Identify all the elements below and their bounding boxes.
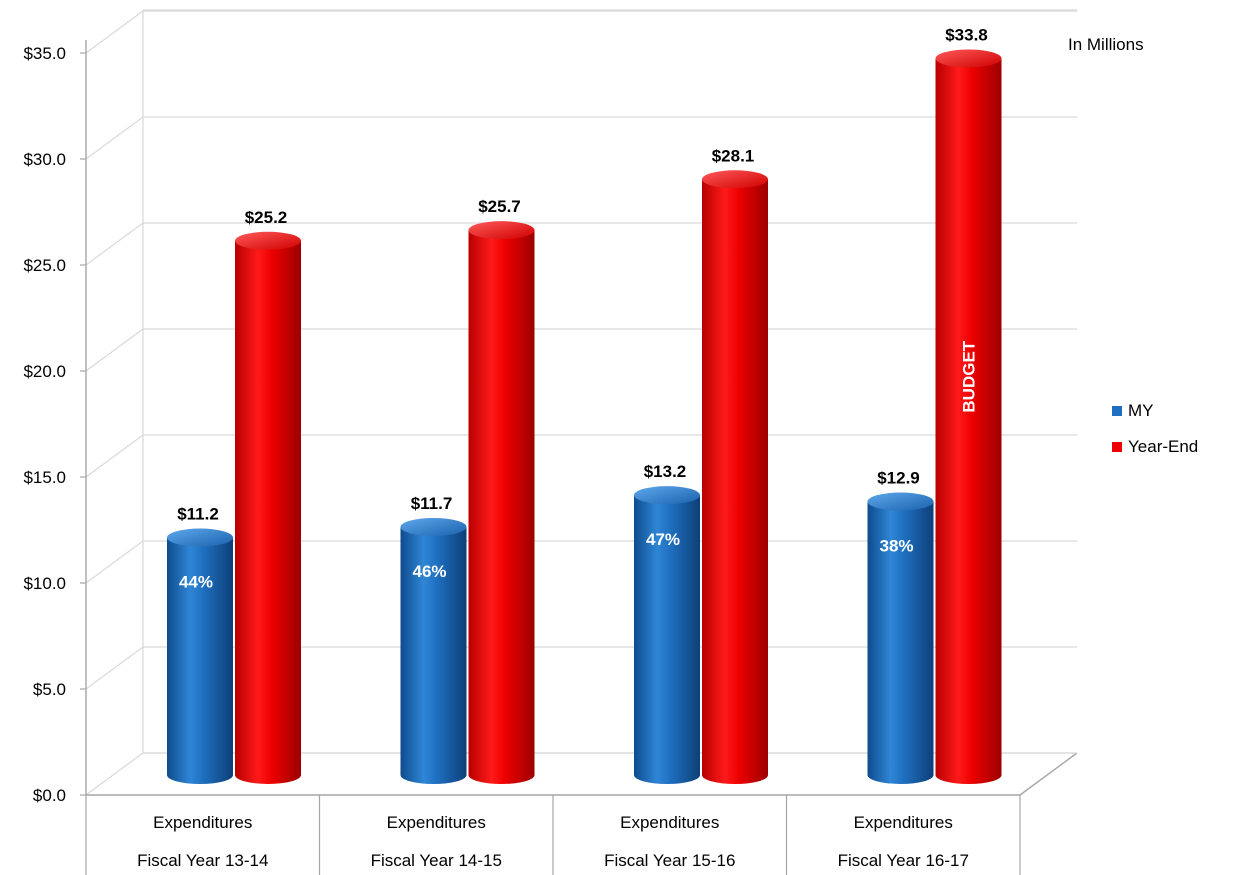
bar-my-1 [167,528,233,784]
legend-swatch [1112,406,1122,416]
bar-top [400,517,467,536]
category-label-line1: Expenditures [387,813,486,832]
gridline-side [85,222,144,266]
bar-top [468,221,535,240]
legend-label: MY [1128,401,1154,420]
gridline-side [85,10,144,54]
category-label-line2: Fiscal Year 13-14 [137,851,268,870]
category-label-line2: Fiscal Year 14-15 [371,851,502,870]
bar-my-3 [634,486,700,784]
bar-body [634,495,700,784]
gridline-side [85,116,144,160]
gridline-side [85,540,144,584]
units-note: In Millions [1068,35,1144,54]
percent-label: 38% [879,537,913,556]
data-label: $13.2 [644,462,687,481]
gridline-side [85,646,144,690]
percent-label: 44% [179,573,213,592]
percent-label: 46% [412,562,446,581]
budget-label: BUDGET [960,340,979,412]
data-label: $25.2 [245,208,288,227]
y-tick-label: $30.0 [23,150,66,169]
gridline-side [85,434,144,478]
data-label: $33.8 [945,25,988,44]
category-label-line2: Fiscal Year 16-17 [838,851,969,870]
category-label-line1: Expenditures [854,813,953,832]
bar-body [468,230,535,784]
y-tick-label: $5.0 [33,680,66,699]
gridline-side [85,752,144,796]
bar-top [235,231,301,250]
legend: MY Year-End [1112,401,1198,456]
y-tick-label: $20.0 [23,362,66,381]
bar-top [702,170,768,189]
bar-body [400,526,467,784]
y-tick-label: $10.0 [23,574,66,593]
data-label: $25.7 [478,197,521,216]
y-tick-label: $35.0 [23,44,66,63]
data-labels: $11.2 44% $25.2 $11.7 46% $25.7 $13.2 47% $28.1 $… [177,25,988,591]
bar-yearend-4 [935,49,1002,784]
bar-body [167,537,233,784]
data-label: $11.2 [177,505,219,524]
category-label-line1: Expenditures [153,813,252,832]
bar-body [867,501,934,784]
percent-label: 47% [646,530,680,549]
y-axis: $0.0 $5.0 $10.0 $15.0 $20.0 $25.0 $30.0 $35.0 [23,44,86,805]
y-tick-label: $25.0 [23,256,66,275]
bar-body [702,179,768,784]
category-label-line2: Fiscal Year 15-16 [604,851,735,870]
bar-my-4 [867,492,934,784]
bar-my-2 [400,517,467,784]
bar-top [167,528,233,547]
legend-swatch [1112,442,1122,452]
data-label: $11.7 [411,494,453,513]
bar-body [235,240,301,784]
y-tick-label: $0.0 [33,786,66,805]
bar-body [935,58,1002,784]
data-label: $28.1 [712,146,755,165]
data-label: $12.9 [877,469,920,488]
bar-yearend-1 [235,231,301,784]
category-label-line1: Expenditures [620,813,719,832]
x-axis: Expenditures Fiscal Year 13-14 Expenditure… [85,795,1021,875]
bar-yearend-2 [468,221,535,784]
floor-edge [1019,752,1078,796]
gridline-side [85,328,144,372]
y-tick-label: $15.0 [23,468,66,487]
bar-yearend-3 [702,170,768,784]
bar-top [867,492,934,511]
bars [167,49,1002,784]
bar-top [935,49,1002,68]
bar-top [634,486,700,505]
legend-label: Year-End [1128,437,1198,456]
